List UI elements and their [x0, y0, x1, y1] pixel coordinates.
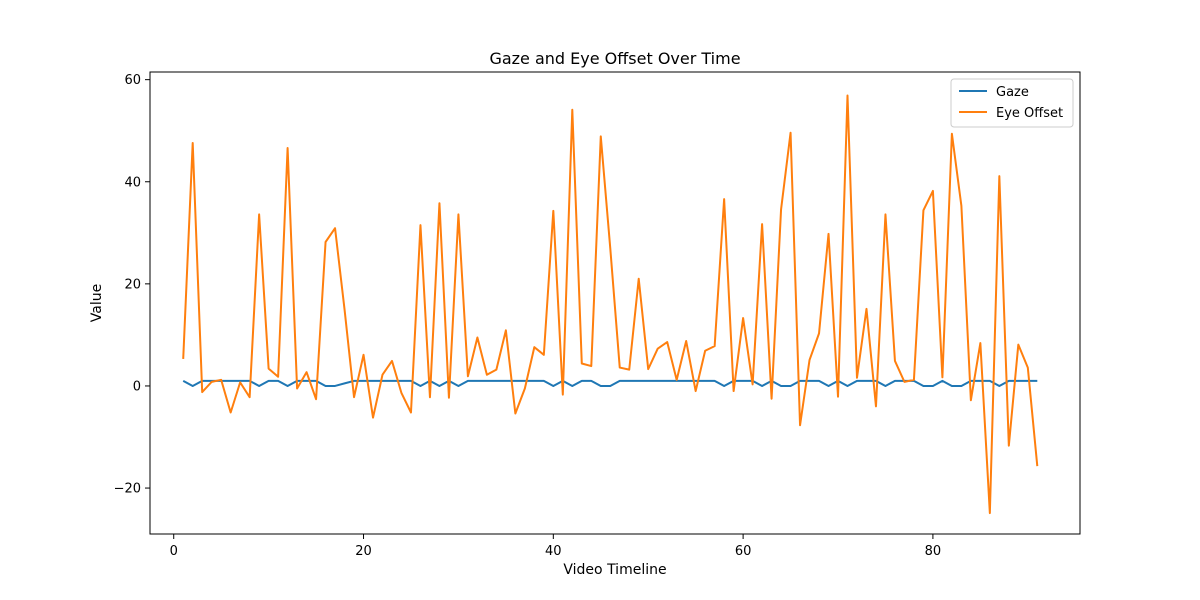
- x-axis-ticks: 0 20 40 60 80: [170, 534, 942, 559]
- legend-label-eye-offset: Eye Offset: [996, 106, 1063, 121]
- x-tick-label: 40: [545, 544, 562, 559]
- series-line-eye-offset: [182, 94, 1039, 515]
- x-tick-label: 0: [170, 544, 178, 559]
- x-tick-label: 20: [355, 544, 372, 559]
- y-tick-label: 40: [124, 175, 141, 190]
- plot-frame: [149, 71, 1081, 535]
- y-axis-ticks: −20 0 20 40 60: [114, 73, 150, 497]
- legend: Gaze Eye Offset: [950, 78, 1074, 128]
- legend-label-gaze: Gaze: [996, 85, 1029, 100]
- y-tick-label: 60: [124, 73, 141, 88]
- chart-title: Gaze and Eye Offset Over Time: [489, 49, 740, 68]
- series-line-gaze: [182, 379, 1038, 387]
- x-tick-label: 60: [735, 544, 752, 559]
- x-axis-label: Video Timeline: [563, 562, 666, 578]
- plot-lines: [182, 94, 1039, 515]
- y-axis-label: Value: [89, 284, 105, 322]
- y-tick-label: 0: [133, 379, 141, 394]
- y-tick-label: −20: [114, 482, 141, 497]
- x-tick-label: 80: [925, 544, 942, 559]
- y-tick-label: 20: [124, 277, 141, 292]
